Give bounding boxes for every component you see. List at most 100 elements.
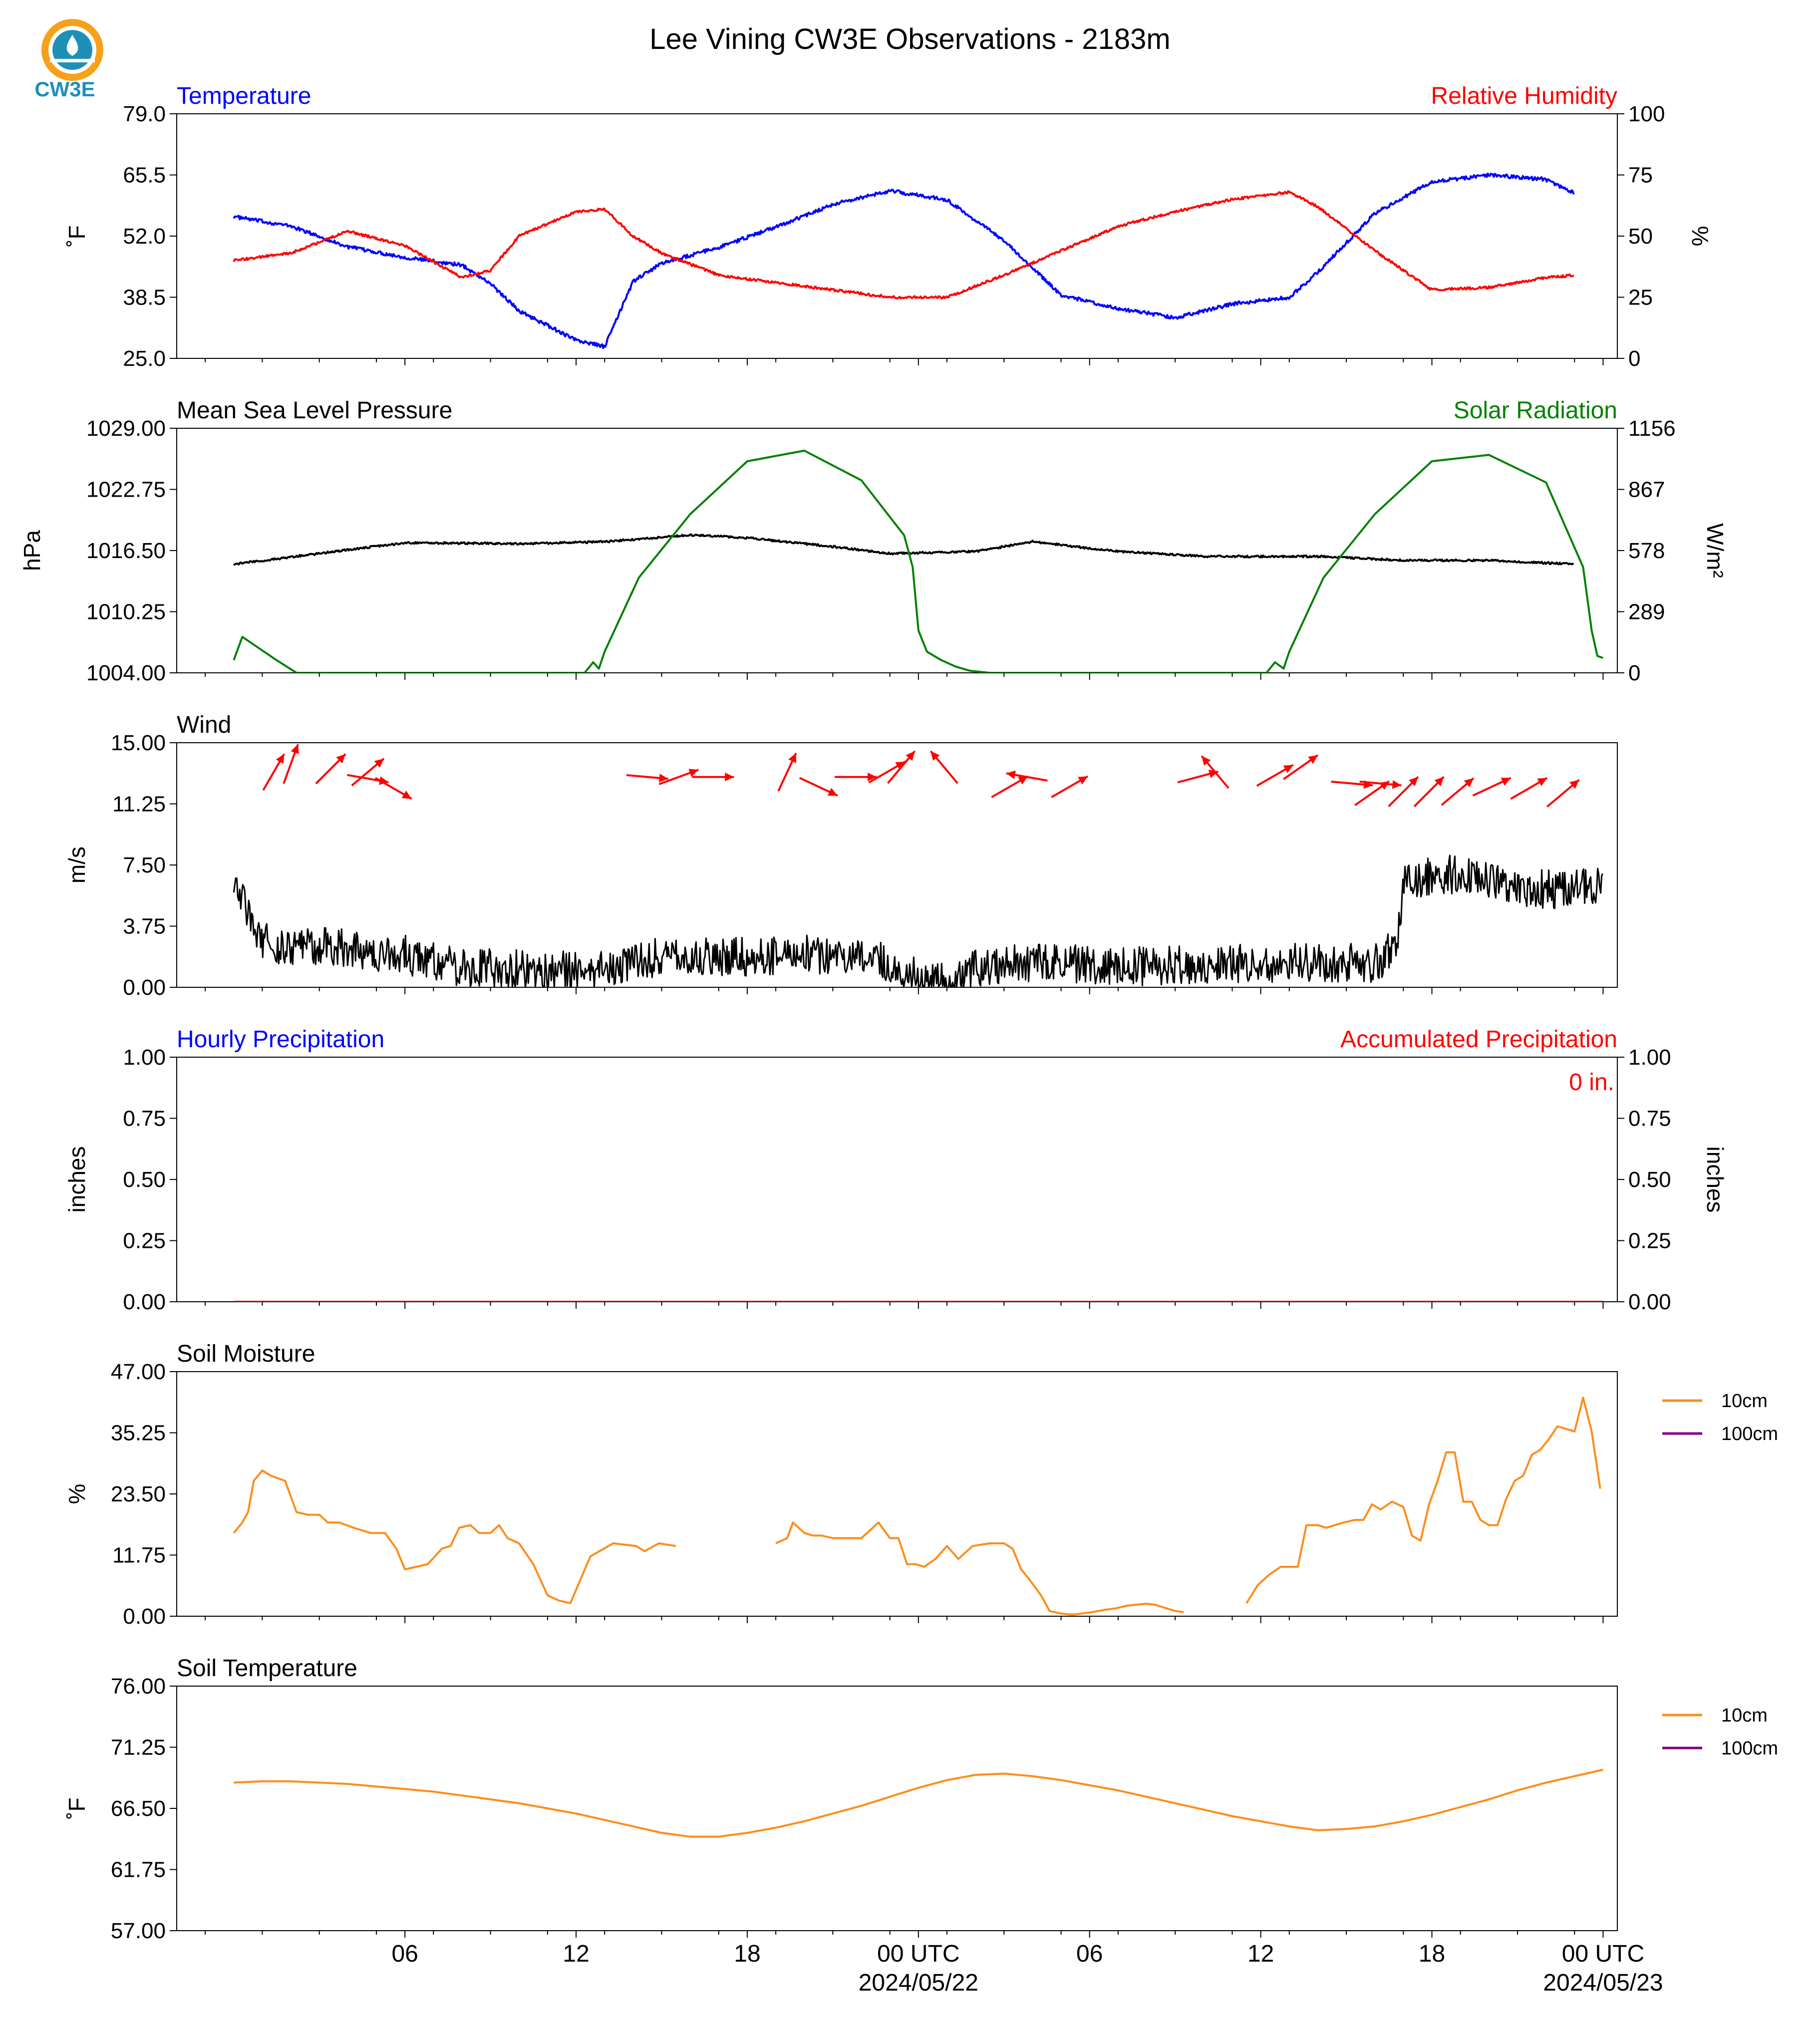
panels: 25.0 38.5 52.0 65.5 79.0 0 25 50 75 100 Temperatur… xyxy=(19,83,1778,1943)
y-tick-label-left: 1029.00 xyxy=(86,416,166,441)
wind-arrow-head xyxy=(930,751,940,761)
wind-arrow xyxy=(1510,777,1548,800)
wind-arrow-head xyxy=(291,744,299,754)
y-tick-label-right: 867 xyxy=(1628,478,1665,502)
panel-precip: 0.00 0.25 0.50 0.75 1.00 0.00 0.25 0.50 0.75 1.00… xyxy=(64,1026,1728,1314)
y-tick-label-left: 0.00 xyxy=(123,1290,166,1314)
shared-x-axis: 06 12 18 00 UTC 06 12 18 00 UTC 2024/05/22 2024/0… xyxy=(391,1941,1663,1996)
panel-temp-rh: 25.0 38.5 52.0 65.5 79.0 0 25 50 75 100 Temperatur… xyxy=(64,83,1713,371)
y-axis-label-left: hPa xyxy=(19,530,45,571)
x-date-label: 2024/05/23 xyxy=(1543,1970,1663,1996)
plot-frame xyxy=(176,113,1618,359)
y-tick-label-right: 100 xyxy=(1628,102,1665,126)
logo-drop-icon xyxy=(66,35,78,56)
y-axis-label-right: inches xyxy=(1702,1147,1728,1213)
panel-title-left: Mean Sea Level Pressure xyxy=(177,397,452,424)
wind-arrow xyxy=(626,774,668,783)
wind-arrow xyxy=(1201,755,1229,789)
plot-area xyxy=(233,449,1604,673)
wind-arrow-head xyxy=(788,753,797,763)
y-tick-label-left: 71.25 xyxy=(111,1736,166,1760)
wind-arrow-head xyxy=(379,776,389,785)
wind-arrow-head xyxy=(1501,778,1511,786)
plot-frame xyxy=(176,1371,1618,1617)
wind-arrow-head xyxy=(1006,770,1016,780)
y-tick-label-left: 35.25 xyxy=(111,1421,166,1446)
cw3e-logo: CW3E xyxy=(34,19,103,101)
y-tick-label-right: 578 xyxy=(1628,539,1665,563)
wind-arrow xyxy=(1177,769,1219,784)
legend-label: 100cm xyxy=(1721,1424,1778,1445)
series-line-10cm xyxy=(1245,1397,1601,1604)
y-axis-label-left: % xyxy=(64,1484,90,1504)
wind-arrow xyxy=(835,772,877,782)
wind-arrow-head xyxy=(688,769,699,777)
wind-arrow xyxy=(692,772,734,782)
y-tick-label-left: 15.00 xyxy=(111,731,166,755)
wind-arrow xyxy=(374,777,412,800)
y-tick-label-left: 0.50 xyxy=(123,1167,166,1192)
wind-arrow xyxy=(1051,775,1089,798)
wind-arrow-head xyxy=(1409,777,1419,787)
x-tick-label: 06 xyxy=(391,1941,418,1967)
figure-title: Lee Vining CW3E Observations - 2183m xyxy=(649,23,1170,55)
y-tick-label-left: 3.75 xyxy=(123,914,166,939)
logo-text: CW3E xyxy=(34,77,95,101)
y-tick-label-left: 11.25 xyxy=(112,792,166,817)
wind-arrow xyxy=(1546,779,1580,808)
y-tick-label-left: 1010.25 xyxy=(86,600,166,624)
series-line-10cm xyxy=(233,1469,676,1604)
wind-arrow xyxy=(929,750,958,784)
y-tick-label-left: 57.00 xyxy=(111,1919,166,1943)
panel-title-left: Temperature xyxy=(177,83,311,109)
wind-arrow xyxy=(1006,770,1048,782)
y-tick-label-left: 52.0 xyxy=(123,224,166,249)
wind-arrow xyxy=(1354,780,1390,806)
wind-arrow-head xyxy=(1018,776,1028,785)
x-tick-label: 18 xyxy=(734,1941,760,1967)
panel-wind: 0.00 3.75 7.50 11.25 15.00 Wind m/s xyxy=(64,712,1618,1000)
wind-arrow-head xyxy=(1537,778,1547,787)
y-tick-label-left: 0.25 xyxy=(123,1229,166,1253)
y-tick-label-right: 1156 xyxy=(1628,416,1676,441)
y-tick-label-left: 66.50 xyxy=(111,1796,166,1821)
wind-arrow-head xyxy=(906,751,915,761)
y-tick-label-left: 61.75 xyxy=(111,1858,166,1882)
panel-soil-moisture: 0.00 11.75 23.50 35.25 47.00 Soil Moisture% 10… xyxy=(64,1341,1778,1629)
wind-arrow xyxy=(799,777,838,797)
y-axis-label-left: m/s xyxy=(64,847,90,883)
series-line-wind-speed xyxy=(233,855,1603,987)
y-tick-label-left: 76.00 xyxy=(111,1674,166,1699)
plot-area xyxy=(234,1768,1603,1838)
wind-arrow-head xyxy=(1283,765,1293,773)
y-tick-label-left: 79.0 xyxy=(123,102,166,126)
plot-frame xyxy=(176,1057,1618,1302)
y-tick-label-left: 25.0 xyxy=(123,346,166,371)
panel-title-right: Accumulated Precipitation xyxy=(1340,1026,1617,1053)
panel-title-right: Solar Radiation xyxy=(1454,397,1617,424)
wind-arrow-head xyxy=(827,788,838,796)
accumulated-total-label: 0 in. xyxy=(1569,1069,1614,1096)
panel-title-left: Wind xyxy=(177,712,231,738)
plot-frame xyxy=(176,742,1618,988)
y-tick-label-right: 0.00 xyxy=(1628,1290,1671,1314)
series-line-mean-sea-level-pressure xyxy=(233,533,1574,566)
y-tick-label-left: 0.00 xyxy=(123,975,166,1000)
wind-arrow-head xyxy=(1078,776,1088,785)
wind-arrow xyxy=(887,750,916,784)
wind-arrow xyxy=(868,761,906,784)
wind-arrow xyxy=(658,769,699,785)
plot-area xyxy=(233,744,1603,987)
legend-label: 10cm xyxy=(1721,1391,1768,1412)
wind-arrow-head xyxy=(659,774,668,783)
y-tick-label-left: 1016.50 xyxy=(86,539,166,563)
legend-label: 10cm xyxy=(1721,1705,1768,1726)
x-tick-label: 06 xyxy=(1076,1941,1103,1967)
y-tick-label-left: 38.5 xyxy=(123,286,166,310)
y-tick-label-left: 65.5 xyxy=(123,163,166,188)
x-tick-label: 00 UTC xyxy=(877,1941,959,1967)
wind-arrow xyxy=(1472,777,1512,797)
wind-arrow xyxy=(991,775,1029,798)
wind-arrow xyxy=(1388,776,1419,808)
legend: 10cm 100cm xyxy=(1662,1705,1778,1759)
